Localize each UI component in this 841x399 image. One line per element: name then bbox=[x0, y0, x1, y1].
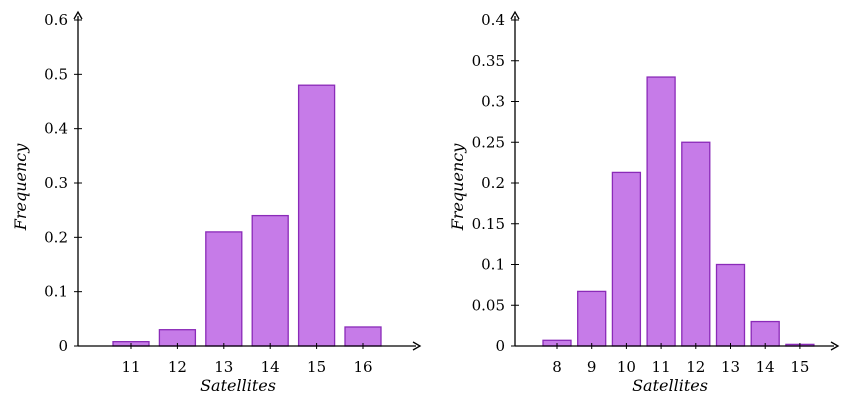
chart-right: 0 0.05 0.1 0.15 0.2 0.25 0.3 0.35 0.4 8 9 10 11 12 13 1… bbox=[448, 10, 840, 395]
y-tick-label: 0.25 bbox=[472, 133, 505, 151]
x-tick-label: 14 bbox=[756, 358, 775, 376]
x-axis-arrow bbox=[830, 341, 840, 351]
y-tick-label: 0.2 bbox=[44, 228, 68, 246]
bar-14 bbox=[251, 214, 289, 347]
x-tick-label: 9 bbox=[587, 358, 597, 376]
x-tick-label: 10 bbox=[617, 358, 636, 376]
y-axis-title: Frequency bbox=[448, 143, 467, 232]
x-tick-label: 16 bbox=[353, 358, 372, 376]
bar-10 bbox=[611, 171, 642, 347]
y-tick-label: 0.15 bbox=[472, 215, 505, 233]
y-tick-label: 0.4 bbox=[481, 11, 505, 29]
x-tick-label: 13 bbox=[214, 358, 233, 376]
bar-12 bbox=[681, 141, 711, 347]
y-tick-label: 0.3 bbox=[481, 93, 505, 111]
bar-11 bbox=[646, 76, 676, 347]
bar-14 bbox=[750, 320, 780, 347]
y-axis-arrow bbox=[73, 10, 83, 20]
x-tick-label: 15 bbox=[790, 358, 809, 376]
y-tick-label: 0 bbox=[495, 337, 505, 355]
y-tick-label: 0.3 bbox=[44, 174, 68, 192]
x-tick-label: 12 bbox=[168, 358, 187, 376]
chart-left: 0 0.1 0.2 0.3 0.4 0.5 0.6 11 12 13 14 15 16 Satellite… bbox=[11, 10, 422, 395]
y-axis-arrow bbox=[510, 10, 520, 20]
y-tick-label: 0.6 bbox=[44, 11, 68, 29]
x-tick-label: 13 bbox=[721, 358, 740, 376]
bar-9 bbox=[577, 290, 607, 347]
x-axis-title: Satellites bbox=[200, 376, 276, 395]
x-tick-label: 11 bbox=[121, 358, 140, 376]
y-tick-label: 0.05 bbox=[472, 296, 505, 314]
y-tick-label: 0.35 bbox=[472, 52, 505, 70]
x-tick-label: 12 bbox=[686, 358, 705, 376]
y-tick-label: 0.2 bbox=[481, 174, 505, 192]
y-tick-label: 0 bbox=[58, 337, 68, 355]
y-tick-label: 0.1 bbox=[44, 283, 68, 301]
y-tick-label: 0.5 bbox=[44, 65, 68, 83]
x-tick-label: 15 bbox=[307, 358, 326, 376]
bar-13 bbox=[205, 231, 243, 347]
x-axis-arrow bbox=[412, 341, 422, 351]
x-tick-label: 8 bbox=[552, 358, 562, 376]
x-axis-title: Satellites bbox=[632, 376, 708, 395]
y-tick-label: 0.1 bbox=[481, 256, 505, 274]
bar-15 bbox=[297, 84, 336, 347]
y-axis-title: Frequency bbox=[11, 143, 30, 232]
x-tick-label: 11 bbox=[652, 358, 671, 376]
y-tick-label: 0.4 bbox=[44, 120, 68, 138]
bar-13 bbox=[715, 263, 746, 347]
x-tick-label: 14 bbox=[261, 358, 280, 376]
